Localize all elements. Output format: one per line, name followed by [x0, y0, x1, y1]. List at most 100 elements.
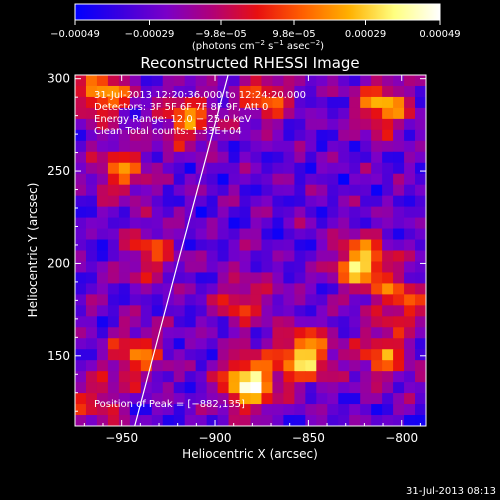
- heatmap-cell: [371, 393, 383, 405]
- heatmap-cell: [382, 283, 394, 295]
- heatmap-cell: [294, 206, 306, 219]
- heatmap-cell: [228, 261, 241, 274]
- heatmap-cell: [206, 206, 219, 219]
- heatmap-cell: [195, 327, 208, 339]
- heatmap-cell: [129, 140, 142, 153]
- heatmap-cell: [195, 261, 208, 274]
- heatmap-cell: [272, 195, 285, 208]
- heatmap-cell: [184, 75, 197, 87]
- heatmap-cell: [184, 404, 197, 416]
- heatmap-cell: [129, 371, 142, 383]
- heatmap-cell: [129, 206, 142, 219]
- heatmap-cell: [85, 305, 98, 317]
- heatmap-cell: [151, 404, 164, 416]
- heatmap-cell: [239, 129, 252, 142]
- heatmap-cell: [85, 107, 98, 120]
- heatmap-cell: [404, 85, 416, 98]
- heatmap-cell: [140, 206, 153, 219]
- heatmap-cell: [283, 195, 295, 208]
- heatmap-cell: [228, 217, 241, 230]
- heatmap-cell: [85, 118, 98, 131]
- heatmap-cell: [217, 393, 230, 405]
- heatmap-cell: [338, 140, 350, 153]
- heatmap-cell: [283, 294, 295, 306]
- heatmap-cell: [316, 272, 328, 285]
- heatmap-cell: [151, 283, 164, 295]
- heatmap-cell: [96, 85, 109, 98]
- heatmap-cell: [140, 316, 153, 328]
- heatmap-cell: [349, 228, 361, 241]
- heatmap-cell: [283, 151, 295, 164]
- heatmap-cell: [195, 316, 208, 328]
- heatmap-cell: [173, 305, 186, 317]
- heatmap-cell: [129, 173, 142, 186]
- heatmap-cell: [239, 140, 252, 153]
- heatmap-cell: [107, 206, 120, 219]
- heatmap-cell: [261, 239, 274, 252]
- heatmap-cell: [206, 118, 219, 131]
- heatmap-cell: [107, 151, 120, 164]
- heatmap-cell: [228, 360, 241, 372]
- heatmap-cell: [415, 283, 426, 295]
- heatmap-cell: [184, 228, 197, 241]
- heatmap-cell: [415, 184, 426, 197]
- heatmap-cell: [118, 250, 131, 263]
- heatmap-cell: [294, 327, 306, 339]
- heatmap-cell: [272, 283, 285, 295]
- heatmap-cell: [393, 85, 405, 98]
- heatmap-cell: [173, 118, 186, 131]
- heatmap-cell: [162, 382, 175, 394]
- heatmap-cell: [162, 96, 175, 109]
- heatmap-cell: [360, 140, 372, 153]
- heatmap-cell: [85, 272, 98, 285]
- heatmap-cell: [195, 305, 208, 317]
- heatmap-cell: [316, 184, 328, 197]
- heatmap-cell: [283, 283, 295, 295]
- heatmap-cell: [184, 360, 197, 372]
- heatmap-cell: [250, 239, 263, 252]
- heatmap-cell: [217, 217, 230, 230]
- heatmap-cell: [173, 393, 186, 405]
- heatmap-cell: [327, 129, 339, 142]
- heatmap-cell: [415, 360, 426, 372]
- heatmap-cell: [327, 283, 339, 295]
- heatmap-cell: [382, 327, 394, 339]
- heatmap-cell: [415, 327, 426, 339]
- heatmap-cell: [75, 294, 87, 306]
- heatmap-cell: [96, 382, 109, 394]
- heatmap-cell: [206, 107, 219, 120]
- heatmap-cell: [96, 316, 109, 328]
- heatmap-cell: [415, 75, 426, 87]
- heatmap-cell: [415, 173, 426, 186]
- heatmap-cell: [272, 371, 285, 383]
- heatmap-cell: [360, 404, 372, 416]
- heatmap-cell: [162, 151, 175, 164]
- heatmap-cell: [415, 239, 426, 252]
- heatmap-cell: [195, 96, 208, 109]
- heatmap-cell: [349, 151, 361, 164]
- heatmap-cell: [316, 75, 328, 87]
- heatmap-cell: [75, 371, 87, 383]
- heatmap-cell: [217, 349, 230, 361]
- heatmap-cell: [118, 96, 131, 109]
- heatmap-cell: [85, 96, 98, 109]
- heatmap-cell: [272, 404, 285, 416]
- heatmap-cell: [349, 360, 361, 372]
- heatmap-cell: [96, 305, 109, 317]
- heatmap-cell: [283, 415, 295, 426]
- heatmap-cell: [140, 261, 153, 274]
- heatmap-cell: [327, 393, 339, 405]
- heatmap-cell: [107, 283, 120, 295]
- heatmap-cell: [217, 338, 230, 350]
- heatmap-cell: [173, 382, 186, 394]
- heatmap-cell: [404, 228, 416, 241]
- heatmap-cell: [327, 107, 339, 120]
- heatmap-cell: [195, 404, 208, 416]
- heatmap-cell: [250, 382, 263, 394]
- heatmap-cell: [338, 162, 350, 175]
- heatmap-cell: [371, 184, 383, 197]
- heatmap-cell: [162, 206, 175, 219]
- heatmap-cell: [261, 228, 274, 241]
- heatmap-cell: [327, 305, 339, 317]
- heatmap-cell: [382, 184, 394, 197]
